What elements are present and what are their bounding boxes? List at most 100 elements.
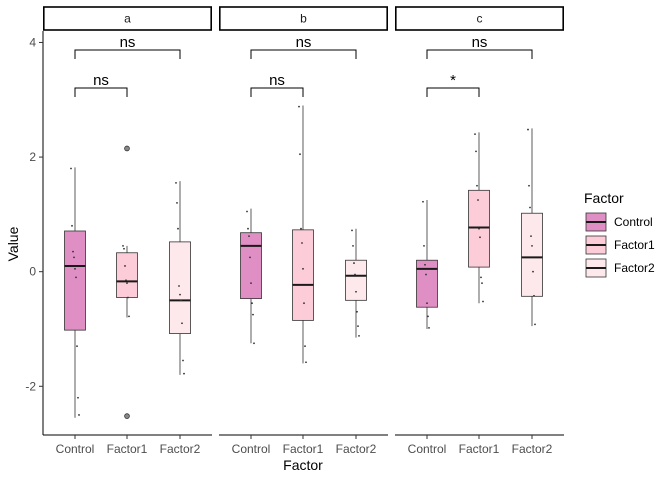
data-point <box>303 302 305 305</box>
iqr-box <box>169 241 191 334</box>
data-point <box>70 167 72 170</box>
y-tick-label: -2 <box>25 379 36 393</box>
iqr-box <box>416 259 438 308</box>
data-point <box>302 267 304 270</box>
data-point <box>357 325 359 328</box>
legend-entry-control: Control <box>585 212 653 232</box>
data-point <box>246 210 248 213</box>
iqr-box <box>292 229 314 321</box>
significance-label: ns <box>296 34 312 51</box>
data-point <box>75 276 77 279</box>
significance-label: ns <box>93 72 109 89</box>
data-point <box>422 200 424 203</box>
outlier-point <box>124 413 130 419</box>
x-tick-label: Control <box>232 442 271 456</box>
box-factor2 <box>521 128 543 327</box>
data-point <box>477 199 479 201</box>
significance-bracket <box>74 49 181 59</box>
data-point <box>305 361 307 364</box>
panel-a: a Control Factor1 Factor2 ns ns <box>42 6 212 456</box>
data-point <box>527 128 529 131</box>
iqr-box <box>116 252 138 298</box>
significance-label: ns <box>120 34 136 51</box>
legend-entry-factor2: Factor2 <box>585 258 655 278</box>
box-control <box>64 167 86 418</box>
outlier-point <box>124 145 130 152</box>
data-point <box>530 235 532 238</box>
facet-strip <box>219 6 388 31</box>
data-point <box>353 262 355 264</box>
data-point <box>355 290 357 293</box>
panel-c: c Control Factor1 Factor2 * ns <box>394 6 564 456</box>
data-point <box>534 323 536 326</box>
data-point <box>251 302 253 305</box>
data-point <box>127 296 129 299</box>
data-point <box>356 310 358 313</box>
data-point <box>528 184 530 187</box>
data-point <box>123 247 125 250</box>
data-point <box>426 302 428 305</box>
data-point <box>77 396 79 399</box>
iqr-box <box>345 259 367 301</box>
significance-bracket <box>250 87 304 97</box>
data-point <box>176 202 178 204</box>
data-point <box>529 206 531 209</box>
panel-b: b Control Factor1 Factor2 ns ns <box>219 6 388 456</box>
x-tick-label: Control <box>408 442 447 456</box>
significance-label: ns <box>472 34 488 51</box>
data-point <box>479 236 481 239</box>
facet-strip <box>394 6 564 31</box>
legend-label: Control <box>614 215 653 229</box>
data-point <box>351 229 353 232</box>
legend-label: Factor2 <box>614 261 655 275</box>
data-point <box>180 299 182 302</box>
iqr-box <box>64 230 86 331</box>
data-point <box>304 345 306 348</box>
data-point <box>533 294 535 297</box>
data-point <box>253 342 255 345</box>
facet-panels: a Control Factor1 Factor2 ns ns b Control Factor… <box>42 6 564 456</box>
data-point <box>78 414 80 416</box>
data-point <box>427 315 429 318</box>
y-tick-label: 4 <box>29 35 36 49</box>
x-tick-label: Factor1 <box>459 442 500 456</box>
data-point <box>179 293 181 296</box>
data-point <box>300 227 302 230</box>
legend-entry-factor1: Factor1 <box>585 235 655 255</box>
y-tick-label: 2 <box>29 150 36 164</box>
x-tick-label: Control <box>56 442 95 456</box>
data-point <box>250 282 252 285</box>
data-point <box>425 273 427 276</box>
data-point <box>481 282 483 285</box>
data-point <box>298 105 300 108</box>
facet-strip-label: a <box>124 12 131 26</box>
data-point <box>301 242 303 244</box>
data-point <box>480 276 482 279</box>
box-factor2 <box>169 181 191 375</box>
data-point <box>247 227 249 230</box>
significance-label: ns <box>269 72 285 89</box>
box-control <box>240 208 262 345</box>
data-point <box>182 359 184 362</box>
data-point <box>175 181 177 184</box>
iqr-box <box>240 232 262 300</box>
y-axis-title: Value <box>5 226 21 261</box>
data-point <box>74 267 76 270</box>
data-point <box>248 235 250 238</box>
data-point <box>125 279 127 282</box>
data-point <box>299 153 301 156</box>
data-point <box>532 270 534 273</box>
iqr-box <box>521 212 543 297</box>
data-point <box>181 322 183 325</box>
legend: Factor Control Factor1 Factor2 <box>584 190 655 278</box>
box-factor1 <box>292 105 314 364</box>
x-tick-label: Factor2 <box>336 442 377 456</box>
data-point <box>183 372 185 375</box>
data-point <box>249 256 251 259</box>
legend-title: Factor <box>584 190 624 206</box>
data-point <box>475 150 477 153</box>
x-tick-label: Factor1 <box>283 442 324 456</box>
box-control <box>416 200 438 329</box>
data-point <box>76 345 78 348</box>
